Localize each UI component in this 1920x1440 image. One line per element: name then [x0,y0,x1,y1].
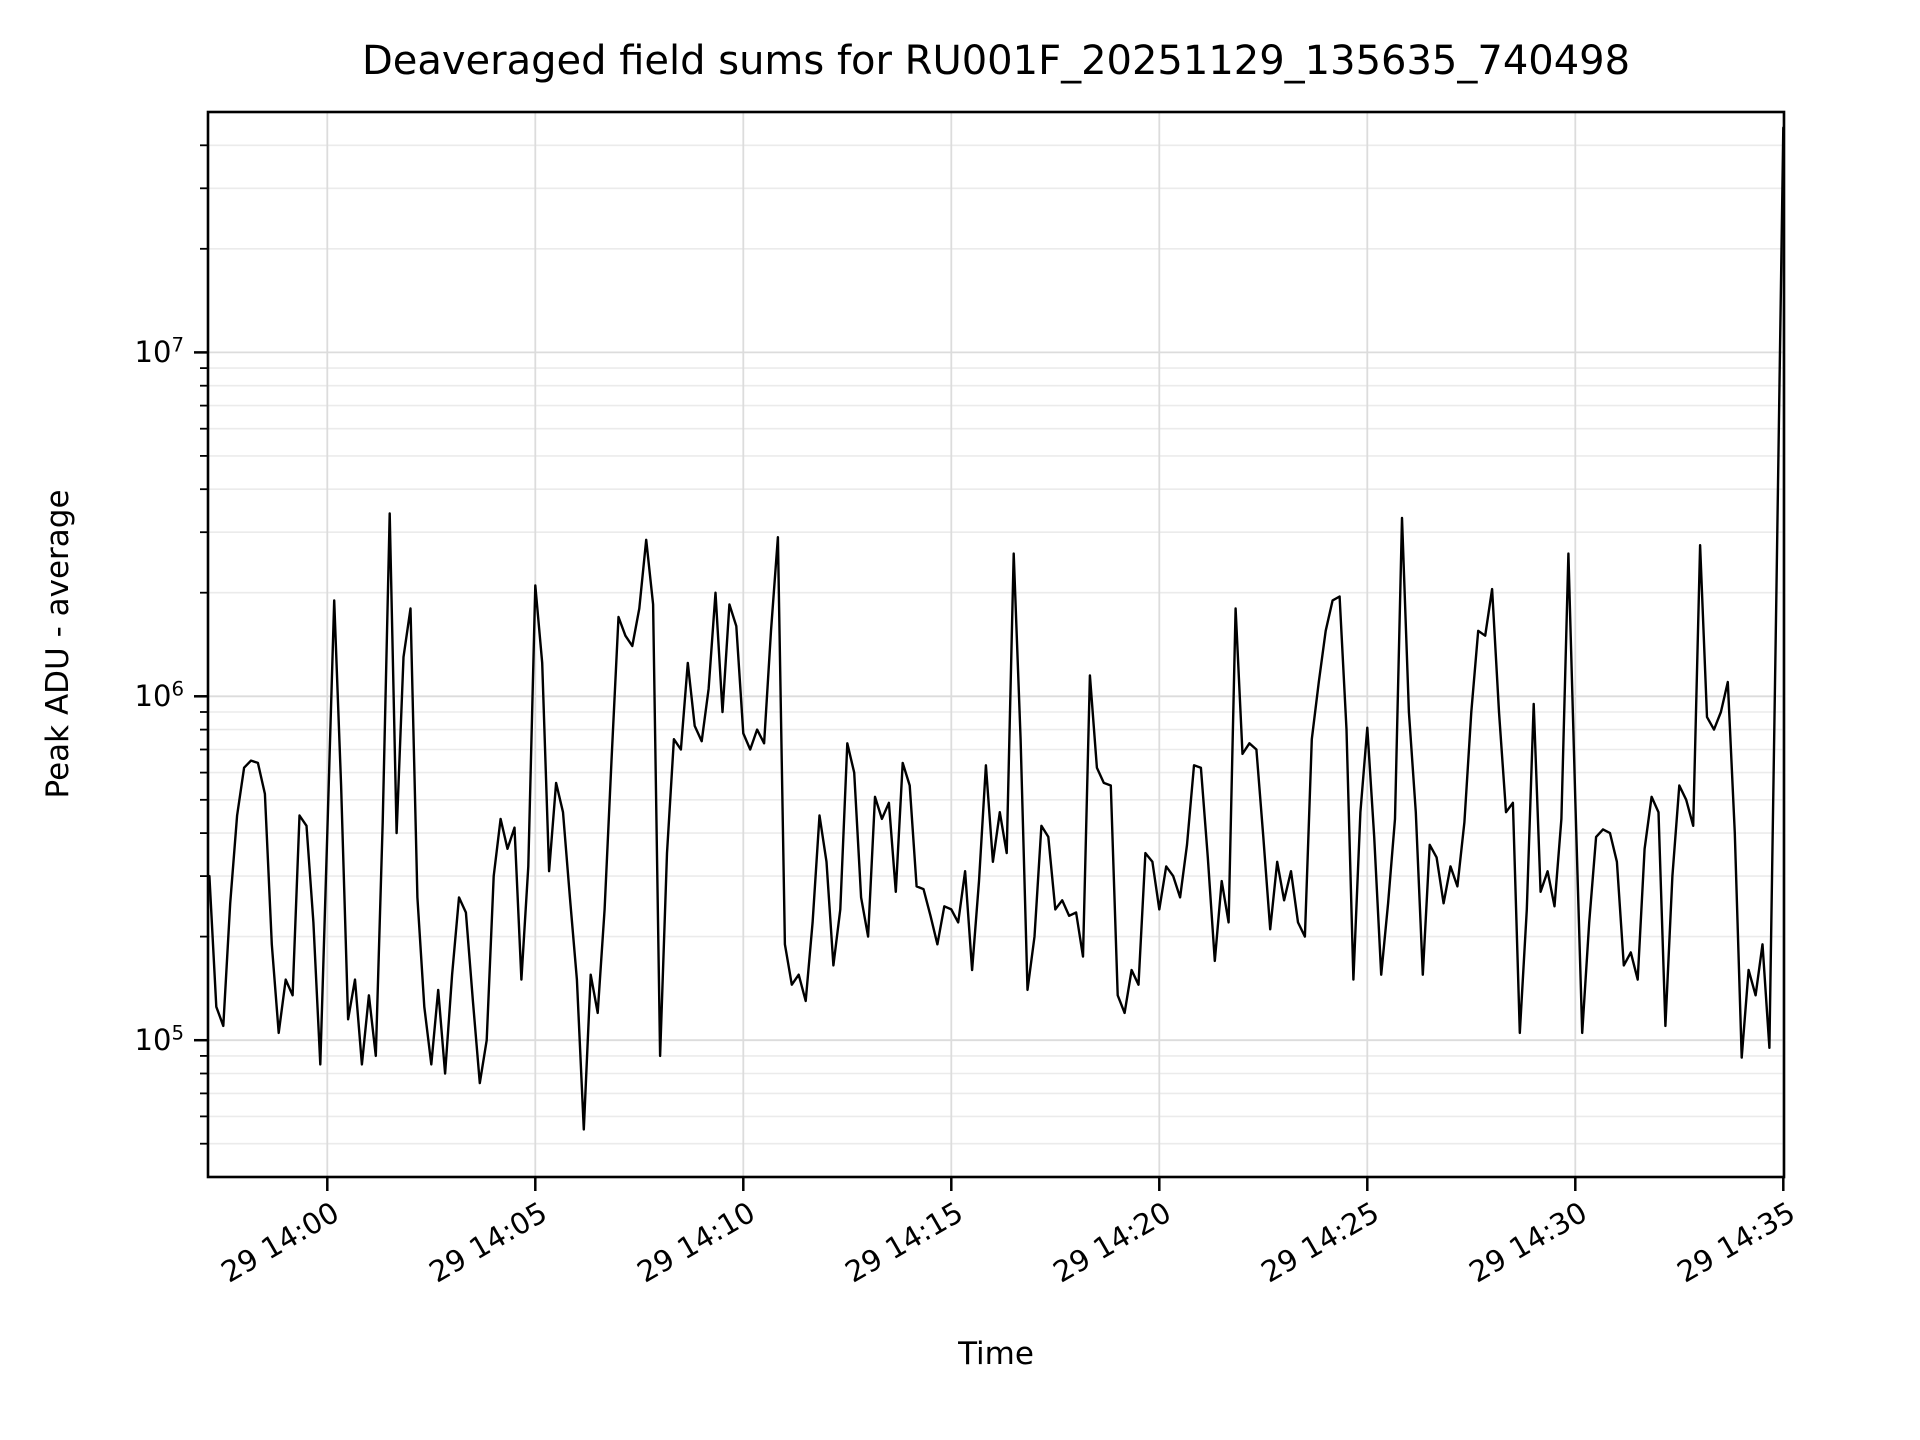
chart-title: Deaveraged field sums for RU001F_2025112… [361,38,1631,84]
gridlines [208,112,1785,1177]
axis-ticks [194,144,1785,1191]
y-tick-label: 105 [134,1021,184,1057]
x-axis-label: Time [958,1336,1034,1372]
y-tick-label: 106 [134,677,184,713]
data-line [208,126,1784,1131]
axes-spines [206,110,1786,1179]
y-tick-label: 107 [134,333,184,369]
